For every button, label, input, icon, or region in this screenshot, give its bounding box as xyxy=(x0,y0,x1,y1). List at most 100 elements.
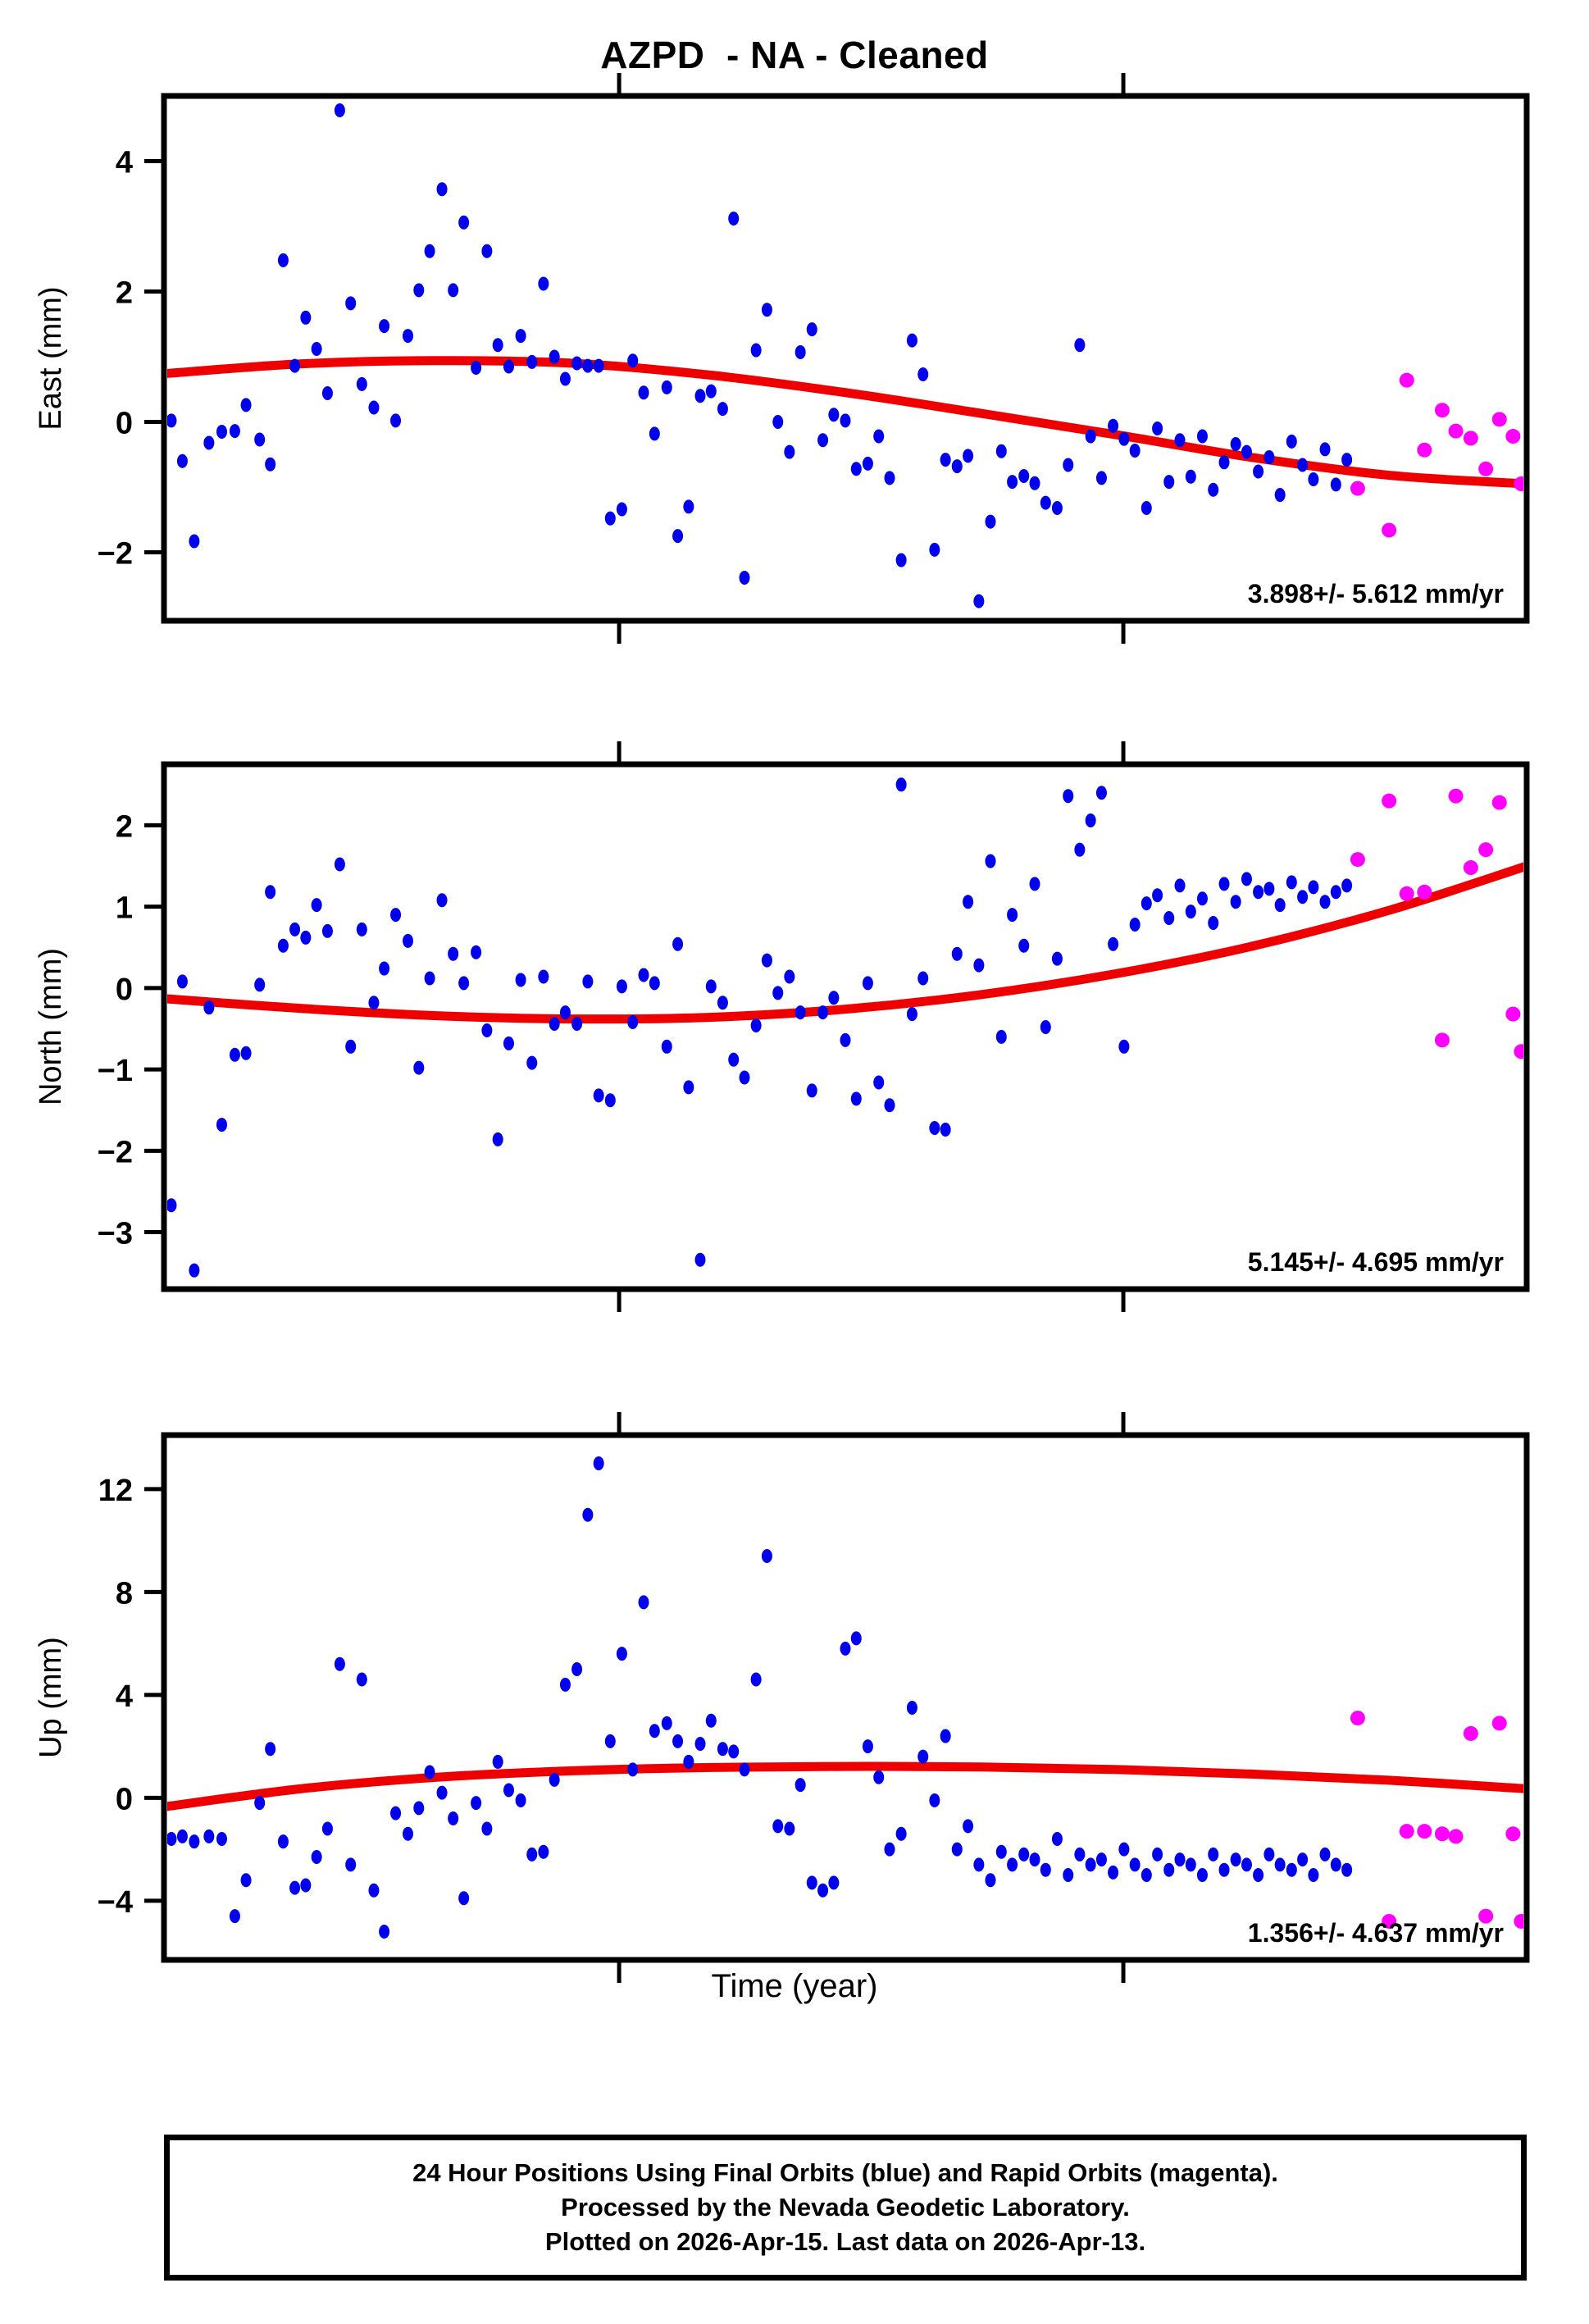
data-point-final xyxy=(873,429,885,444)
data-point-final xyxy=(356,922,367,936)
data-point-final xyxy=(321,386,333,401)
data-point-final xyxy=(1152,421,1163,435)
data-point-final xyxy=(794,1005,806,1020)
data-point-final xyxy=(203,435,215,450)
data-point-final xyxy=(1263,882,1275,896)
data-point-final xyxy=(1141,500,1152,515)
data-point-rapid xyxy=(1514,476,1523,492)
data-point-final xyxy=(917,367,929,381)
data-point-final xyxy=(739,1762,750,1777)
data-point-rapid xyxy=(1434,1032,1450,1048)
data-point-final xyxy=(794,1778,806,1793)
data-point-final xyxy=(1129,917,1141,932)
data-point-final xyxy=(1208,482,1219,497)
data-point-final xyxy=(717,402,728,417)
data-point-final xyxy=(806,322,817,337)
data-point-final xyxy=(683,1080,694,1095)
data-point-final xyxy=(895,553,907,567)
data-point-rapid xyxy=(1448,423,1464,439)
data-point-final xyxy=(379,1924,390,1939)
data-point-final xyxy=(973,1857,985,1872)
data-point-final xyxy=(1241,1857,1252,1872)
data-point-final xyxy=(951,459,963,474)
data-point-final xyxy=(1063,789,1074,804)
data-point-final xyxy=(683,1754,694,1769)
data-point-final xyxy=(1319,442,1331,457)
data-point-final xyxy=(694,389,706,403)
data-point-final xyxy=(728,1052,740,1067)
data-point-final xyxy=(1319,895,1331,909)
data-point-final xyxy=(1095,786,1107,800)
data-point-final xyxy=(850,1091,862,1106)
data-point-final xyxy=(604,1734,616,1748)
data-point-final xyxy=(492,1754,503,1769)
data-point-final xyxy=(356,376,367,391)
y-axis-title: East (mm) xyxy=(34,286,68,430)
data-point-final xyxy=(1218,1862,1230,1877)
data-point-final xyxy=(167,413,177,428)
data-point-final xyxy=(1263,1847,1275,1861)
data-point-final xyxy=(229,1047,240,1062)
data-point-final xyxy=(1051,500,1063,515)
data-point-rapid xyxy=(1399,372,1414,388)
data-point-final xyxy=(526,1055,538,1070)
data-point-final xyxy=(216,424,227,439)
data-point-final xyxy=(1241,872,1252,886)
page-title: AZPD - NA - Cleaned xyxy=(600,34,989,76)
data-point-final xyxy=(672,936,684,951)
data-point-rapid xyxy=(1417,884,1432,900)
data-point-final xyxy=(683,499,694,514)
data-point-final xyxy=(492,338,503,353)
data-point-final xyxy=(424,1765,435,1779)
data-point-rapid xyxy=(1448,1829,1464,1844)
data-point-final xyxy=(895,1826,907,1841)
data-point-final xyxy=(265,1742,276,1757)
data-point-final xyxy=(806,1083,817,1098)
data-point-final xyxy=(1129,1857,1141,1872)
data-point-final xyxy=(582,358,594,373)
data-point-final xyxy=(705,979,717,994)
data-point-final xyxy=(300,930,312,945)
data-point-final xyxy=(739,571,750,586)
data-point-final xyxy=(1040,1862,1051,1877)
data-point-final xyxy=(1152,1847,1163,1861)
data-point-final xyxy=(940,453,951,467)
data-point-final xyxy=(828,408,840,422)
data-point-final xyxy=(492,1132,503,1146)
data-point-final xyxy=(1174,878,1186,893)
data-point-rapid xyxy=(1399,886,1414,901)
data-point-final xyxy=(1007,908,1018,923)
data-point-final xyxy=(895,777,907,792)
data-point-final xyxy=(571,1661,583,1676)
data-point-final xyxy=(1341,878,1353,893)
data-point-rapid xyxy=(1514,1044,1523,1059)
data-point-final xyxy=(413,1060,425,1075)
data-point-final xyxy=(176,453,188,468)
data-point-final xyxy=(906,333,917,348)
data-point-rapid xyxy=(1417,1824,1432,1839)
data-point-final xyxy=(515,1793,526,1807)
data-point-rapid xyxy=(1463,860,1478,876)
data-point-final xyxy=(321,1821,333,1836)
x-axis-title: Time (year) xyxy=(711,1968,878,2004)
panel-up: 12 8 4 0 −4 Up (mm) 1.356+/- 4.637 mm/yr xyxy=(34,1412,1530,1983)
data-point-final xyxy=(1029,1852,1040,1867)
rate-annotation: 1.356+/- 4.637 mm/yr xyxy=(1248,1918,1504,1948)
data-point-final xyxy=(1297,890,1309,905)
y-axis-tick-label: 0 xyxy=(116,1782,133,1816)
data-point-final xyxy=(963,895,974,909)
data-point-final xyxy=(390,1806,402,1820)
data-point-final xyxy=(265,885,276,900)
data-point-final xyxy=(1208,1847,1219,1861)
data-point-final xyxy=(413,1801,425,1816)
data-point-final xyxy=(390,413,402,428)
data-point-final xyxy=(424,971,435,986)
data-point-final xyxy=(448,1811,459,1825)
data-point-final xyxy=(694,1252,706,1267)
data-point-final xyxy=(1074,1847,1086,1861)
data-point-final xyxy=(368,1883,380,1898)
data-point-rapid xyxy=(1350,1711,1365,1726)
data-point-final xyxy=(321,923,333,938)
data-point-final xyxy=(828,991,840,1005)
data-point-final xyxy=(906,1007,917,1022)
